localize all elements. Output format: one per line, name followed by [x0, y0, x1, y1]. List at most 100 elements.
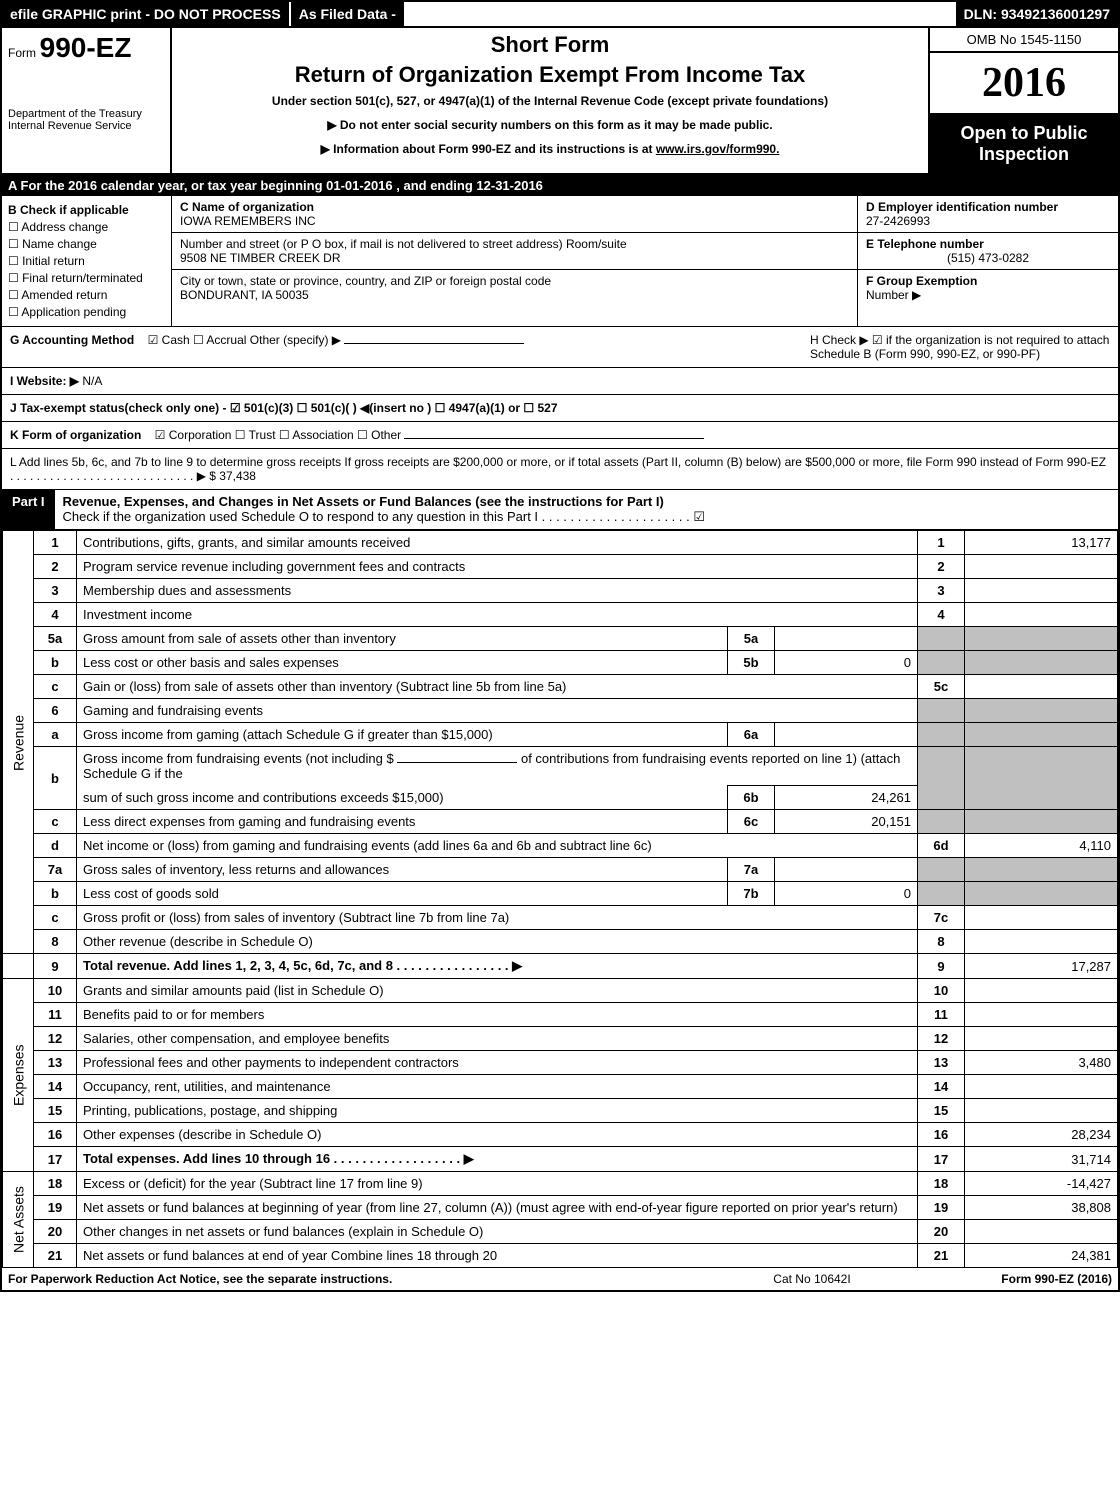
- org-name: IOWA REMEMBERS INC: [180, 214, 849, 228]
- line-2: 2 Program service revenue including gove…: [3, 555, 1118, 579]
- city-value: BONDURANT, IA 50035: [180, 288, 849, 302]
- ln15-ln: 15: [918, 1099, 965, 1123]
- ln5a-desc: Gross amount from sale of assets other t…: [77, 627, 728, 651]
- dept-treasury: Department of the Treasury: [8, 108, 164, 120]
- k-options[interactable]: ☑ Corporation ☐ Trust ☐ Association ☐ Ot…: [155, 428, 401, 442]
- city-label: City or town, state or province, country…: [180, 274, 849, 288]
- ln6b-num: b: [34, 747, 77, 810]
- ln21-amt: 24,381: [965, 1244, 1118, 1268]
- header-left: Form 990-EZ Department of the Treasury I…: [2, 28, 172, 173]
- d-label: D Employer identification number: [866, 200, 1110, 214]
- k-other-line[interactable]: [404, 438, 704, 439]
- c-name-cell: C Name of organization IOWA REMEMBERS IN…: [172, 196, 857, 233]
- ln13-amt: 3,480: [965, 1051, 1118, 1075]
- part1-label: Part I: [2, 490, 55, 529]
- ln5c-desc: Gain or (loss) from sale of assets other…: [77, 675, 918, 699]
- g-section: G Accounting Method ☑ Cash ☐ Accrual Oth…: [10, 333, 800, 361]
- line-9: 9 Total revenue. Add lines 1, 2, 3, 4, 5…: [3, 954, 1118, 979]
- ln21-desc: Net assets or fund balances at end of ye…: [77, 1244, 918, 1268]
- ln5b-num: b: [34, 651, 77, 675]
- ln6-desc: Gaming and fundraising events: [77, 699, 918, 723]
- street-label: Number and street (or P O box, if mail i…: [180, 237, 849, 251]
- cb-initial-return[interactable]: ☐ Initial return: [8, 254, 165, 268]
- ln6-shade2: [965, 699, 1118, 723]
- ln16-num: 16: [34, 1123, 77, 1147]
- ln13-num: 13: [34, 1051, 77, 1075]
- g-other-line[interactable]: [344, 343, 524, 344]
- open-public: Open to Public Inspection: [930, 115, 1118, 173]
- line-12: 12 Salaries, other compensation, and emp…: [3, 1027, 1118, 1051]
- k-row: K Form of organization ☑ Corporation ☐ T…: [2, 422, 1118, 449]
- ln6d-desc: Net income or (loss) from gaming and fun…: [77, 834, 918, 858]
- under-section: Under section 501(c), 527, or 4947(a)(1)…: [180, 94, 920, 108]
- top-bar: efile GRAPHIC print - DO NOT PROCESS As …: [2, 2, 1118, 28]
- cb-amended-return[interactable]: ☐ Amended return: [8, 288, 165, 302]
- ln2-ln: 2: [918, 555, 965, 579]
- instr-1: ▶ Do not enter social security numbers o…: [180, 118, 920, 132]
- line-7a: 7a Gross sales of inventory, less return…: [3, 858, 1118, 882]
- ln7b-shade: [918, 882, 965, 906]
- line-18: Net Assets 18 Excess or (deficit) for th…: [3, 1172, 1118, 1196]
- phone-value: (515) 473-0282: [866, 251, 1110, 265]
- ln7a-num: 7a: [34, 858, 77, 882]
- ln15-amt: [965, 1099, 1118, 1123]
- ln17-num: 17: [34, 1147, 77, 1172]
- ln18-desc: Excess or (deficit) for the year (Subtra…: [77, 1172, 918, 1196]
- ln15-desc: Printing, publications, postage, and shi…: [77, 1099, 918, 1123]
- ln2-desc: Program service revenue including govern…: [77, 555, 918, 579]
- line-16: 16 Other expenses (describe in Schedule …: [3, 1123, 1118, 1147]
- line-17: 17 Total expenses. Add lines 10 through …: [3, 1147, 1118, 1172]
- line-6b-1: b Gross income from fundraising events (…: [3, 747, 1118, 786]
- ln13-desc: Professional fees and other payments to …: [77, 1051, 918, 1075]
- ln6a-shade: [918, 723, 965, 747]
- ln14-desc: Occupancy, rent, utilities, and maintena…: [77, 1075, 918, 1099]
- ln1-ln: 1: [918, 531, 965, 555]
- g-options[interactable]: ☑ Cash ☐ Accrual Other (specify) ▶: [148, 333, 341, 347]
- ln3-ln: 3: [918, 579, 965, 603]
- ln2-num: 2: [34, 555, 77, 579]
- open-public-1: Open to Public: [934, 123, 1114, 144]
- ln20-amt: [965, 1220, 1118, 1244]
- as-filed-label: As Filed Data -: [289, 2, 404, 26]
- ln21-num: 21: [34, 1244, 77, 1268]
- line-21: 21 Net assets or fund balances at end of…: [3, 1244, 1118, 1268]
- ln10-amt: [965, 979, 1118, 1003]
- ln11-desc: Benefits paid to or for members: [77, 1003, 918, 1027]
- cb-final-return[interactable]: ☐ Final return/terminated: [8, 271, 165, 285]
- ln18-amt: -14,427: [965, 1172, 1118, 1196]
- ln10-ln: 10: [918, 979, 965, 1003]
- j-row[interactable]: J Tax-exempt status(check only one) - ☑ …: [2, 395, 1118, 422]
- ln12-num: 12: [34, 1027, 77, 1051]
- c-label: C Name of organization: [180, 200, 849, 214]
- form-page: efile GRAPHIC print - DO NOT PROCESS As …: [0, 0, 1120, 1292]
- j-text: J Tax-exempt status(check only one) - ☑ …: [10, 401, 558, 415]
- line-5c: c Gain or (loss) from sale of assets oth…: [3, 675, 1118, 699]
- cb-address-change[interactable]: ☐ Address change: [8, 220, 165, 234]
- instr-link[interactable]: www.irs.gov/form990.: [656, 142, 780, 156]
- ln16-amt: 28,234: [965, 1123, 1118, 1147]
- cb-application-pending[interactable]: ☐ Application pending: [8, 305, 165, 319]
- footer: For Paperwork Reduction Act Notice, see …: [2, 1268, 1118, 1290]
- l-row: L Add lines 5b, 6c, and 7b to line 9 to …: [2, 449, 1118, 490]
- h-section[interactable]: H Check ▶ ☑ if the organization is not r…: [800, 333, 1110, 361]
- ln6c-sub: 6c: [728, 810, 775, 834]
- f-cell: F Group Exemption Number ▶: [858, 270, 1118, 306]
- cb-name-change[interactable]: ☐ Name change: [8, 237, 165, 251]
- ln7a-subamt: [775, 858, 918, 882]
- ln9-desc: Total revenue. Add lines 1, 2, 3, 4, 5c,…: [77, 954, 918, 979]
- ln6c-shade2: [965, 810, 1118, 834]
- ln18-ln: 18: [918, 1172, 965, 1196]
- dept-irs: Internal Revenue Service: [8, 120, 164, 132]
- ln6c-desc: Less direct expenses from gaming and fun…: [77, 810, 728, 834]
- footer-catno: Cat No 10642I: [712, 1272, 912, 1286]
- part1-title: Revenue, Expenses, and Changes in Net As…: [55, 490, 1118, 529]
- ln6d-num: d: [34, 834, 77, 858]
- ln19-desc: Net assets or fund balances at beginning…: [77, 1196, 918, 1220]
- ln5a-num: 5a: [34, 627, 77, 651]
- ln5b-shade: [918, 651, 965, 675]
- ln7b-subamt: 0: [775, 882, 918, 906]
- ln7a-sub: 7a: [728, 858, 775, 882]
- ln6c-subamt: 20,151: [775, 810, 918, 834]
- ln17-ln: 17: [918, 1147, 965, 1172]
- ln7b-num: b: [34, 882, 77, 906]
